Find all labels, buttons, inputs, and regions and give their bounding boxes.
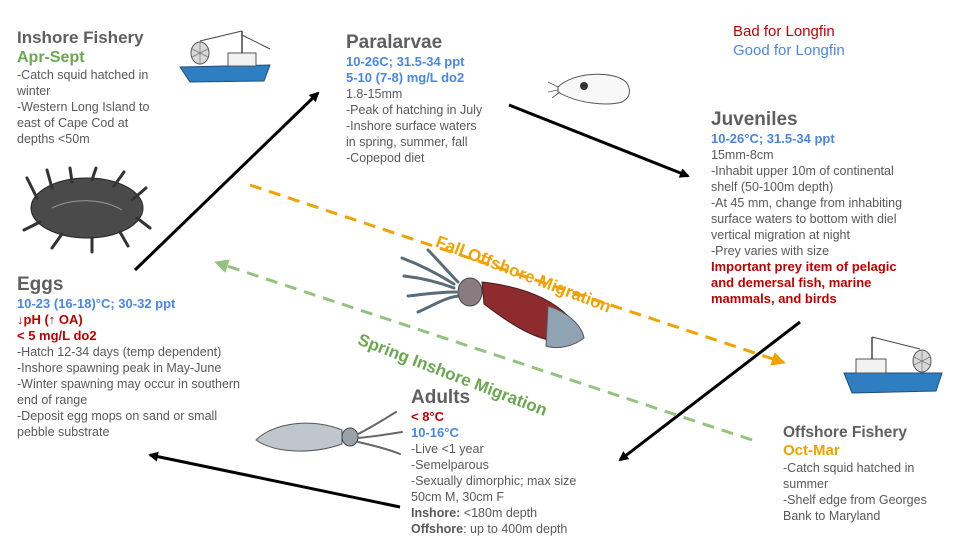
note-line: 50cm M, 30cm F <box>411 490 505 504</box>
note-line: east of Cape Cod at <box>17 116 129 130</box>
important-line: and demersal fish, marine <box>711 275 872 290</box>
offshore-fishing-boat-icon <box>843 336 943 394</box>
offshore-fishery-notes: -Catch squid hatched in summer -Shelf ed… <box>783 460 953 524</box>
note-line: winter <box>17 84 51 98</box>
inshore-fishery-title: Inshore Fishery <box>17 28 144 47</box>
paralarvae-cond-1: 10-26C; 31.5-34 ppt <box>346 54 465 69</box>
note-line: vertical migration at night <box>711 228 850 242</box>
inshore-depth: Inshore: <180m depth <box>411 505 611 521</box>
eggs-cond-3: < 5 mg/L do2 <box>17 328 97 343</box>
note-line: -Copepod diet <box>346 151 425 165</box>
note-line: -Inhabit upper 10m of continental <box>711 164 894 178</box>
important-line: Important prey item of pelagic <box>711 259 897 274</box>
note-line: Bank to Maryland <box>783 509 881 523</box>
note-line: -Inshore spawning peak in May-June <box>17 361 222 375</box>
note-line: -Hatch 12-34 days (temp dependent) <box>17 345 222 359</box>
eggs-notes: -Hatch 12-34 days (temp dependent) -Insh… <box>17 344 277 440</box>
adults-cond-good: 10-16°C <box>411 425 459 440</box>
note-line: -Shelf edge from Georges <box>783 493 927 507</box>
adults-title: Adults <box>411 387 471 408</box>
juveniles-title: Juveniles <box>711 109 798 130</box>
inshore-fishing-boat-icon <box>179 30 271 83</box>
note-line: pebble substrate <box>17 425 110 439</box>
note-line: -Prey varies with size <box>711 244 830 258</box>
legend-good: Good for Longfin <box>733 42 845 59</box>
note-line: -Deposit egg mops on sand or small <box>17 409 218 423</box>
offshore-label: Offshore <box>411 522 464 536</box>
juveniles-cond-1: 10-26°C; 31.5-34 ppt <box>711 131 835 146</box>
note-line: -Western Long Island to <box>17 100 150 114</box>
offshore-value: : up to 400m depth <box>463 522 568 536</box>
lifecycle-arrow-juveniles-to-adults <box>618 320 801 462</box>
paralarvae-title: Paralarvae <box>346 32 443 53</box>
note-line: -Sexually dimorphic; max size <box>411 474 577 488</box>
note-line: surface waters to bottom with diel <box>711 212 897 226</box>
juveniles-important: Important prey item of pelagic and demer… <box>711 259 951 307</box>
inshore-fishery-season: Apr-Sept <box>17 49 85 66</box>
note-line: 1.8-15mm <box>346 87 403 101</box>
note-line: -Catch squid hatched in <box>783 461 915 475</box>
note-line: -At 45 mm, change from inhabiting <box>711 196 903 210</box>
adults-block: Adults < 8°C 10-16°C -Live <1 year -Seme… <box>411 387 611 537</box>
lifecycle-arrow-adults-to-eggs <box>148 451 401 509</box>
adults-notes: -Live <1 year -Semelparous -Sexually dim… <box>411 441 611 537</box>
offshore-depth: Offshore: up to 400m depth <box>411 521 611 537</box>
juveniles-notes: 15mm-8cm -Inhabit upper 10m of continent… <box>711 147 951 259</box>
note-line: depths <50m <box>17 132 90 146</box>
note-line: -Semelparous <box>411 458 489 472</box>
eggs-cond-2: ↓pH (↑ OA) <box>17 312 83 327</box>
inshore-fishery-block: Inshore Fishery Apr-Sept -Catch squid ha… <box>17 28 177 147</box>
offshore-fishery-block: Offshore Fishery Oct-Mar -Catch squid ha… <box>783 424 953 524</box>
note-line: -Catch squid hatched in <box>17 68 149 82</box>
note-line: in spring, summer, fall <box>346 135 468 149</box>
fall-migration-arrow <box>249 183 786 366</box>
paralarvae-cond-2: 5-10 (7-8) mg/L do2 <box>346 70 465 85</box>
adult-squid-illustration <box>400 248 585 349</box>
note-line: end of range <box>17 393 88 407</box>
note-line: -Peak of hatching in July <box>346 103 483 117</box>
note-line: -Inshore surface waters <box>346 119 477 133</box>
paralarvae-notes: 1.8-15mm -Peak of hatching in July -Insh… <box>346 86 516 166</box>
legend: Bad for Longfin Good for Longfin <box>733 22 845 60</box>
paralarva-illustration <box>547 73 630 105</box>
inshore-fishery-notes: -Catch squid hatched in winter -Western … <box>17 67 177 147</box>
paralarvae-block: Paralarvae 10-26C; 31.5-34 ppt 5-10 (7-8… <box>346 32 516 166</box>
lifecycle-arrow-paralarvae-to-juveniles <box>508 103 690 178</box>
inshore-value: <180m depth <box>460 506 538 520</box>
note-line: 15mm-8cm <box>711 148 774 162</box>
adults-cond-bad: < 8°C <box>411 409 445 424</box>
inshore-label: Inshore: <box>411 506 461 520</box>
small-adult-squid-illustration <box>255 411 403 455</box>
note-line: -Winter spawning may occur in southern <box>17 377 241 391</box>
lifecycle-arrow-eggs-to-paralarvae <box>133 91 320 272</box>
offshore-fishery-title: Offshore Fishery <box>783 424 908 441</box>
juveniles-block: Juveniles 10-26°C; 31.5-34 ppt 15mm-8cm … <box>711 109 951 307</box>
egg-mop-illustration <box>22 166 152 254</box>
legend-bad: Bad for Longfin <box>733 23 835 40</box>
important-line: mammals, and birds <box>711 291 837 306</box>
note-line: -Live <1 year <box>411 442 484 456</box>
eggs-title: Eggs <box>17 274 64 295</box>
eggs-cond-1: 10-23 (16-18)°C; 30-32 ppt <box>17 296 176 311</box>
note-line: summer <box>783 477 829 491</box>
note-line: shelf (50-100m depth) <box>711 180 834 194</box>
spring-migration-arrow <box>214 259 753 442</box>
eggs-block: Eggs 10-23 (16-18)°C; 30-32 ppt ↓pH (↑ O… <box>17 274 277 440</box>
offshore-fishery-season: Oct-Mar <box>783 442 840 459</box>
